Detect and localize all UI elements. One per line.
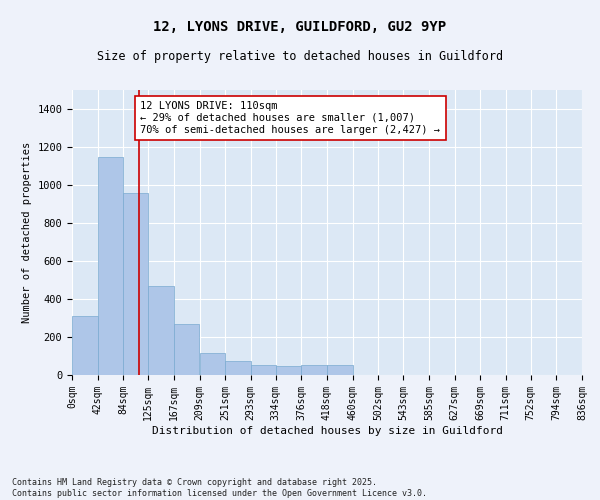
Bar <box>301 364 327 375</box>
Bar <box>327 364 353 375</box>
Bar <box>72 316 98 375</box>
Bar <box>148 286 174 375</box>
Bar <box>174 324 199 375</box>
Text: 12 LYONS DRIVE: 110sqm
← 29% of detached houses are smaller (1,007)
70% of semi-: 12 LYONS DRIVE: 110sqm ← 29% of detached… <box>140 102 440 134</box>
Bar <box>251 364 276 375</box>
Bar <box>199 353 225 375</box>
Text: 12, LYONS DRIVE, GUILDFORD, GU2 9YP: 12, LYONS DRIVE, GUILDFORD, GU2 9YP <box>154 20 446 34</box>
Y-axis label: Number of detached properties: Number of detached properties <box>22 142 32 323</box>
Text: Size of property relative to detached houses in Guildford: Size of property relative to detached ho… <box>97 50 503 63</box>
Bar <box>98 156 123 375</box>
Bar <box>123 192 148 375</box>
Bar <box>276 366 301 375</box>
Text: Contains HM Land Registry data © Crown copyright and database right 2025.
Contai: Contains HM Land Registry data © Crown c… <box>12 478 427 498</box>
X-axis label: Distribution of detached houses by size in Guildford: Distribution of detached houses by size … <box>151 426 503 436</box>
Bar <box>225 361 251 375</box>
